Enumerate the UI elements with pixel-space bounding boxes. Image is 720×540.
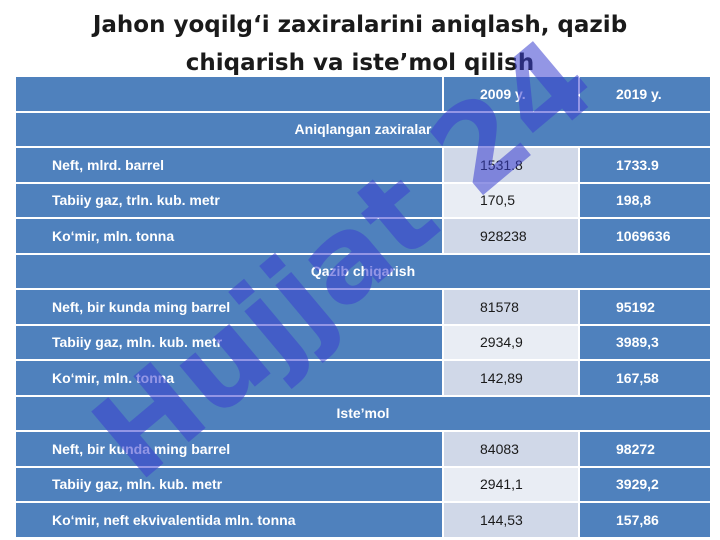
row-label: Neft, mlrd. barrel [14,146,444,184]
value-2009: 2941,1 [442,465,580,503]
section-title-consumption: Iste’mol [14,394,712,432]
table-row: Ko‘mir, mln. tonna 928238 1069636 [14,217,712,255]
title-line-1: Jahon yoqilg‘i zaxiralarini aniqlash, qa… [92,12,628,38]
value-2009: 144,53 [442,501,580,539]
row-label: Tabiiy gaz, mln. kub. metr [14,323,444,361]
value-2009: 1531.8 [442,146,580,184]
value-2009: 2934,9 [442,323,580,361]
table-row: Neft, mlrd. barrel 1531.8 1733.9 [14,146,712,184]
value-2009: 170,5 [442,181,580,219]
row-label: Neft, bir kunda ming barrel [14,430,444,468]
value-2019: 95192 [578,288,712,326]
value-2019: 3929,2 [578,465,712,503]
section-title-production: Qazib chiqarish [14,252,712,290]
page-title: Jahon yoqilg‘i zaxiralarini aniqlash, qa… [0,6,720,82]
header-label-cell [14,75,444,113]
energy-table: 2009 y. 2019 y. Aniqlangan zaxiralar Nef… [14,75,712,539]
value-2019: 157,86 [578,501,712,539]
value-2019: 98272 [578,430,712,468]
row-label: Ko‘mir, mln. tonna [14,217,444,255]
value-2019: 1733.9 [578,146,712,184]
table-row: Ko‘mir, neft ekvivalentida mln. tonna 14… [14,501,712,539]
table-row: Tabiiy gaz, trln. kub. metr 170,5 198,8 [14,181,712,219]
header-2019: 2019 y. [578,75,712,113]
table-header-row: 2009 y. 2019 y. [14,75,712,113]
table-row: Neft, bir kunda ming barrel 81578 95192 [14,288,712,326]
value-2009: 928238 [442,217,580,255]
table-row: Tabiiy gaz, mln. kub. metr 2941,1 3929,2 [14,465,712,503]
row-label: Ko‘mir, neft ekvivalentida mln. tonna [14,501,444,539]
section-title-reserves: Aniqlangan zaxiralar [14,110,712,148]
table-row: Ko‘mir, mln. tonna 142,89 167,58 [14,359,712,397]
value-2019: 167,58 [578,359,712,397]
section-row: Iste’mol [14,394,712,432]
section-row: Aniqlangan zaxiralar [14,110,712,148]
value-2009: 84083 [442,430,580,468]
title-line-2: chiqarish va iste’mol qilish [185,50,535,76]
row-label: Ko‘mir, mln. tonna [14,359,444,397]
table-row: Neft, bir kunda ming barrel 84083 98272 [14,430,712,468]
value-2009: 81578 [442,288,580,326]
value-2019: 198,8 [578,181,712,219]
header-2009: 2009 y. [442,75,580,113]
section-row: Qazib chiqarish [14,252,712,290]
value-2019: 1069636 [578,217,712,255]
value-2009: 142,89 [442,359,580,397]
row-label: Tabiiy gaz, mln. kub. metr [14,465,444,503]
row-label: Tabiiy gaz, trln. kub. metr [14,181,444,219]
row-label: Neft, bir kunda ming barrel [14,288,444,326]
value-2019: 3989,3 [578,323,712,361]
table-row: Tabiiy gaz, mln. kub. metr 2934,9 3989,3 [14,323,712,361]
